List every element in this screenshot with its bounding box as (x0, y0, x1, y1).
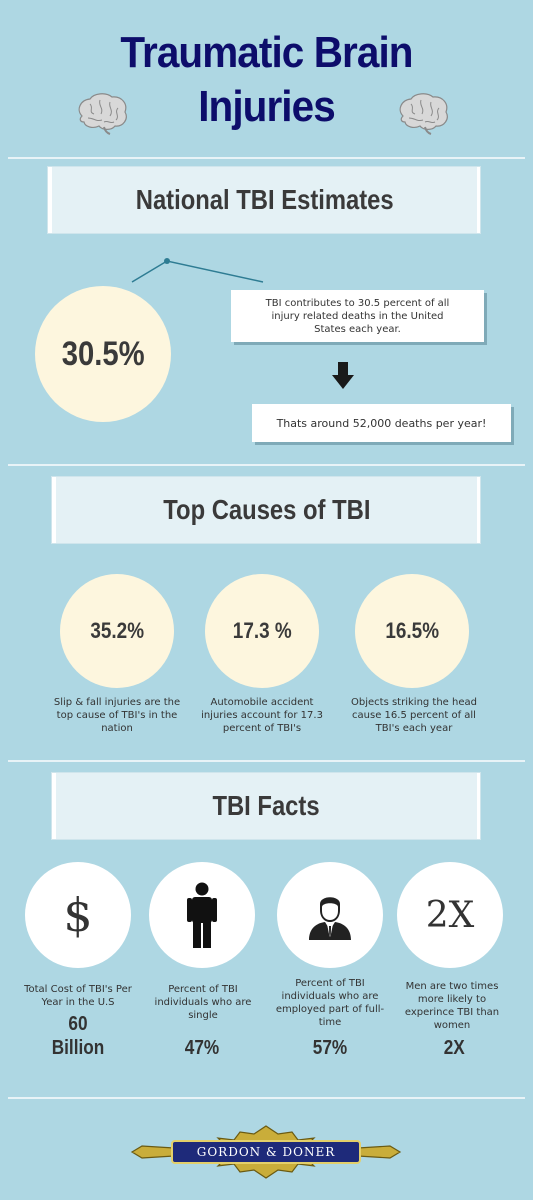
fact-circle: $ (25, 862, 131, 968)
cause-circle: 16.5% (355, 574, 469, 688)
fact-caption: Men are two times more likely to experin… (404, 981, 500, 1031)
fact-stat: 60 Billion (40, 1012, 116, 1060)
section-heading-text: TBI Facts (212, 790, 321, 821)
divider (8, 464, 525, 466)
cause-value: 16.5% (385, 618, 439, 643)
cause-caption: Automobile accident injuries account for… (201, 697, 323, 734)
logo-ornament (130, 1125, 402, 1179)
fact-circle (277, 862, 383, 968)
dollar-icon: $ (63, 888, 93, 942)
cause-circle: 35.2% (60, 574, 174, 688)
arrow-down-icon (332, 362, 354, 389)
section-heading-text: Top Causes of TBI (162, 494, 371, 525)
section-heading-causes: Top Causes of TBI (52, 477, 480, 543)
cause-circle: 17.3 % (205, 574, 319, 688)
fact-text: TBI contributes to 30.5 percent of all i… (265, 297, 450, 335)
fact-stat-value: 2X (443, 1037, 465, 1059)
stat-circle: 30.5% (35, 286, 171, 422)
divider (8, 760, 525, 762)
big-stat: 30.5% (61, 334, 145, 373)
section-heading-national: National TBI Estimates (48, 167, 480, 233)
businessman-icon (309, 897, 351, 940)
fact-circle: 2X (397, 862, 503, 968)
page-title-line1: Traumatic Brain (120, 28, 413, 77)
brain-icon (78, 93, 127, 135)
fact-stat: 47% (162, 1036, 242, 1060)
fact-stat-value: 60 Billion (51, 1013, 105, 1059)
cause-value: 17.3 % (232, 618, 292, 643)
cause-caption: Objects striking the head cause 16.5 per… (351, 697, 477, 734)
followup-text: Thats around 52,000 deaths per year! (276, 416, 487, 430)
two-x-icon: 2X (425, 894, 475, 936)
connector-line (131, 258, 264, 283)
fact-stat: 57% (290, 1036, 370, 1060)
fact-box: TBI contributes to 30.5 percent of all i… (231, 290, 484, 342)
fact-stat: 2X (414, 1036, 494, 1060)
fact-stat-value: 57% (312, 1037, 348, 1059)
fact-caption: Percent of TBI individuals who are singl… (154, 984, 252, 1021)
gordon-doner-logo[interactable]: Gordon & Doner (128, 1124, 404, 1180)
fact-caption: Total Cost of TBI's Per Year in the U.S (24, 984, 132, 1008)
cause-value: 35.2% (90, 618, 144, 643)
fact-caption: Percent of TBI individuals who are emplo… (275, 978, 385, 1028)
divider (8, 1097, 525, 1099)
cause-caption: Slip & fall injuries are the top cause o… (53, 697, 181, 734)
brain-icon (399, 93, 448, 135)
section-heading-facts: TBI Facts (52, 773, 480, 839)
person-icon (187, 882, 217, 948)
logo-text: Gordon & Doner (196, 1145, 336, 1159)
section-heading-text: National TBI Estimates (135, 184, 394, 215)
page-title-line2: Injuries (198, 82, 336, 131)
fact-circle (149, 862, 255, 968)
fact-stat-value: 47% (184, 1037, 220, 1059)
divider (8, 157, 525, 159)
followup-box: Thats around 52,000 deaths per year! (252, 404, 511, 442)
